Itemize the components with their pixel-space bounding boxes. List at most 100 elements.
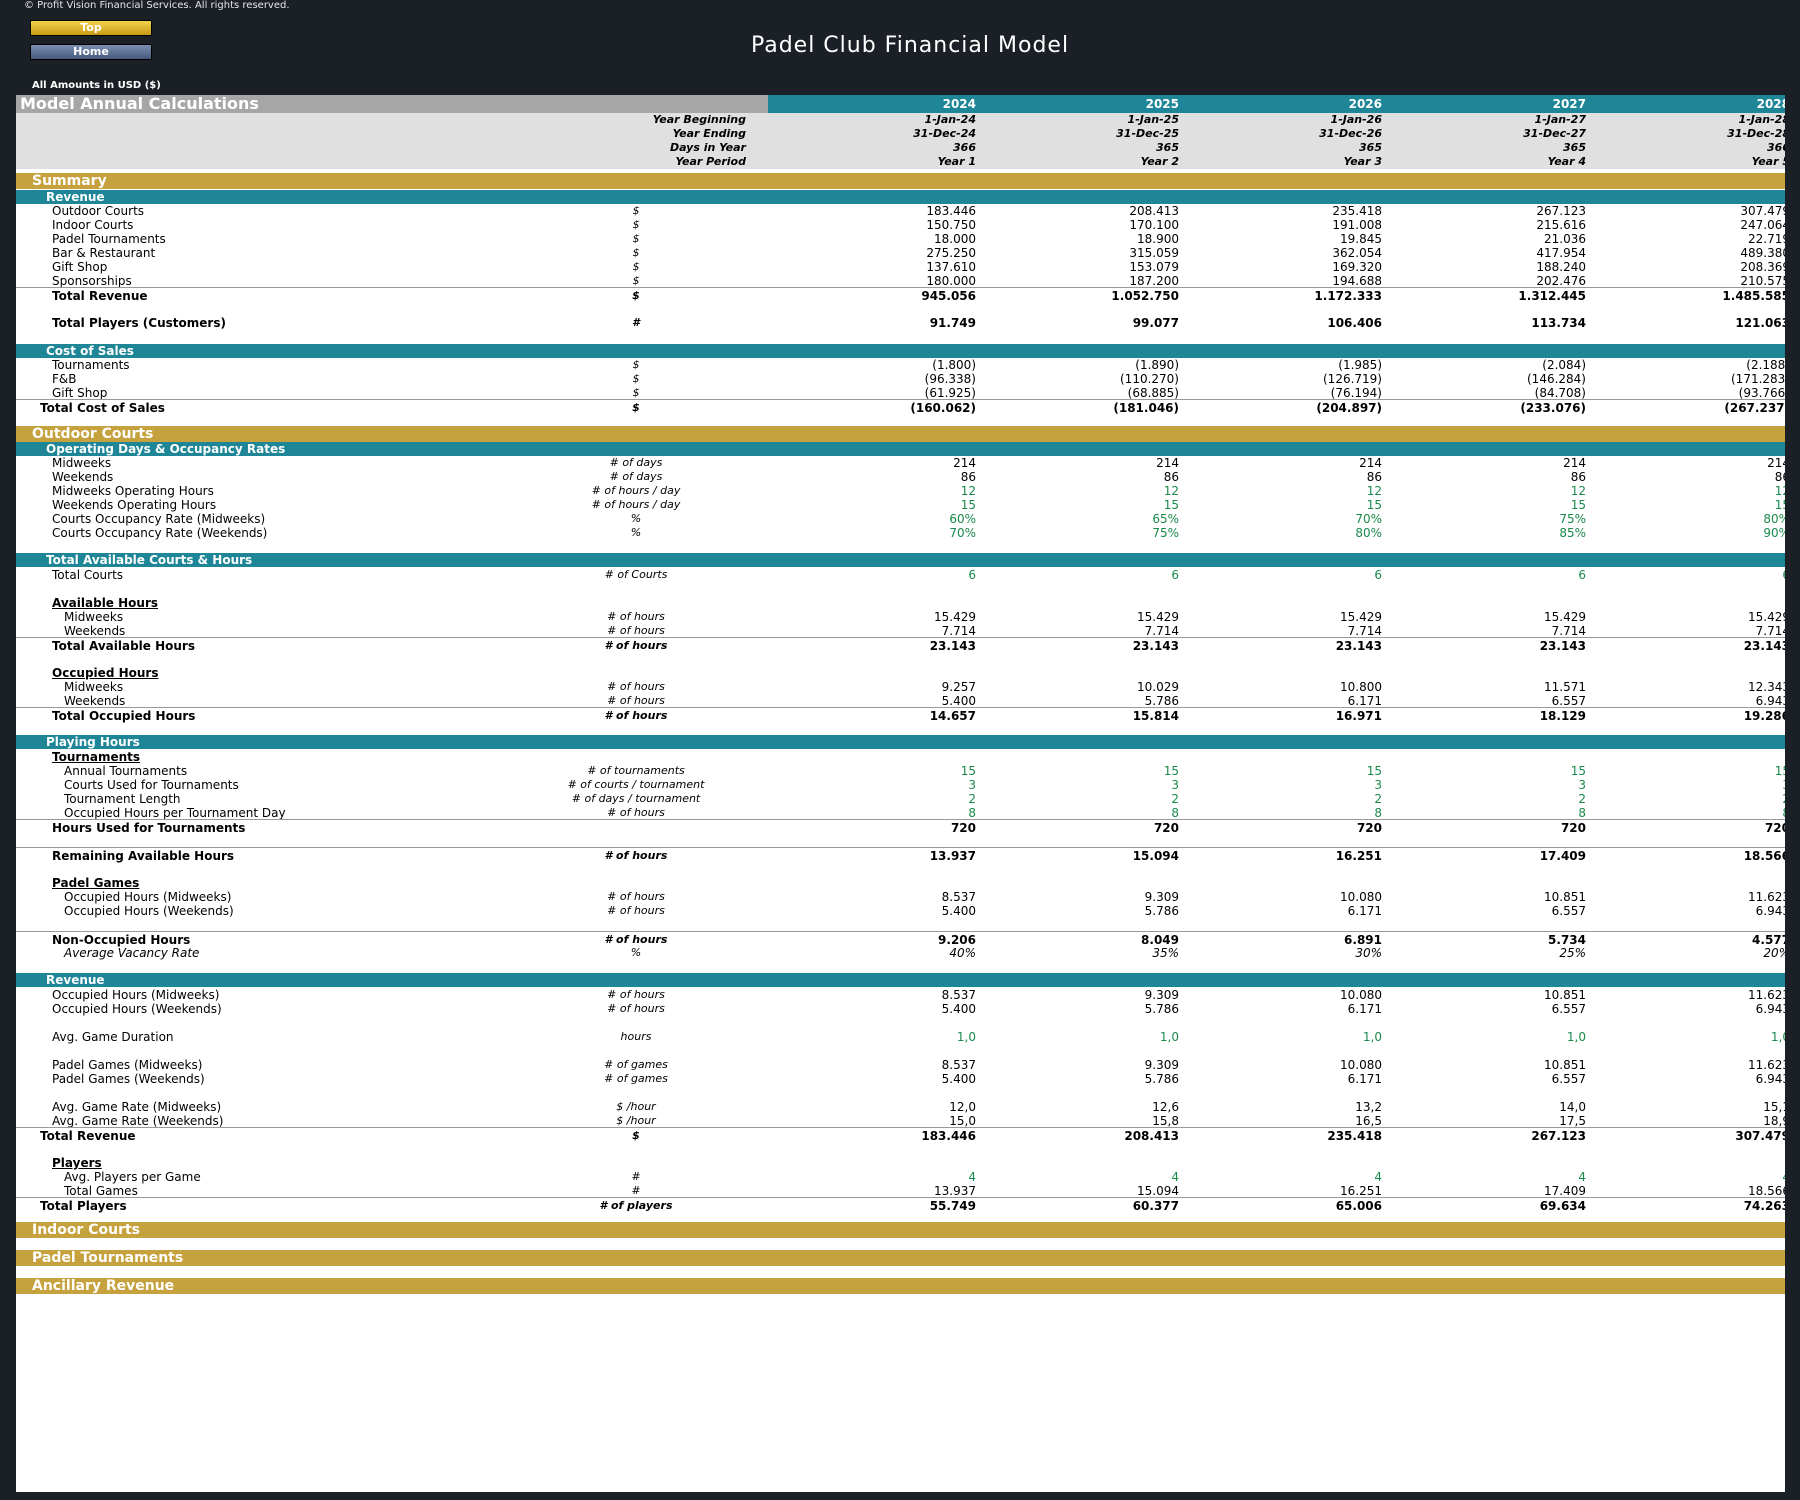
row-value: (126.719) <box>1323 372 1382 386</box>
row-value: 65% <box>1152 512 1179 526</box>
top-button[interactable]: Top <box>30 20 152 36</box>
row-label: Midweeks Operating Hours <box>52 484 214 498</box>
row-value: 12,0 <box>949 1100 976 1114</box>
table-row: Indoor Courts $150.750 170.100 191.008 215.6… <box>16 217 1785 233</box>
row-value: 1.172.333 <box>1314 289 1382 303</box>
group-title-label: Players <box>52 1156 102 1170</box>
row-value: 10.080 <box>1340 890 1382 904</box>
row-value: 86 <box>960 470 976 484</box>
group-title-label: Occupied Hours <box>52 666 159 680</box>
row-value: 16.971 <box>1335 709 1382 723</box>
period-row: Days in Year 366 365 365 365 366 <box>16 141 1785 155</box>
section-summary[interactable]: Summary <box>16 173 1785 189</box>
table-row: Occupied Hours (Weekends) # of hours 5.400… <box>16 1001 1785 1017</box>
row-value: 25% <box>1559 946 1586 960</box>
section-padel-tournaments[interactable]: Padel Tournaments <box>16 1250 1785 1266</box>
row-unit: # of hours <box>607 680 665 693</box>
row-value: 40% <box>949 946 976 960</box>
table-row: Avg. Players per Game #4 4 4 4 4 <box>16 1169 1785 1185</box>
subsection-revenue: Revenue <box>16 190 1785 204</box>
row-label: Total Players (Customers) <box>52 316 226 330</box>
row-value: 8 <box>1171 806 1179 820</box>
row-value: 169.320 <box>1332 260 1382 274</box>
period-label: Days in Year <box>669 141 746 154</box>
row-value: (146.284) <box>1527 372 1586 386</box>
row-value: 15,0 <box>949 1114 976 1128</box>
row-value: 60.377 <box>1132 1199 1179 1213</box>
row-value: 188.240 <box>1536 260 1586 274</box>
row-value: 153.079 <box>1129 260 1179 274</box>
row-label: Non-Occupied Hours <box>52 933 191 947</box>
row-value: 3 <box>968 778 976 792</box>
section-indoor-courts[interactable]: Indoor Courts <box>16 1222 1785 1238</box>
row-value: (76.194) <box>1330 386 1382 400</box>
row-value: 13.937 <box>934 1184 976 1198</box>
row-value: 1,0 <box>1362 1030 1382 1044</box>
row-unit: $ <box>632 218 640 231</box>
row-value: 6.171 <box>1347 694 1382 708</box>
row-value: 23.143 <box>1132 639 1179 653</box>
row-unit: # of players <box>599 1199 673 1212</box>
section-title: Ancillary Revenue <box>32 1278 175 1294</box>
row-unit: # of hours <box>604 849 668 862</box>
period-value: Year 3 <box>1343 155 1382 168</box>
row-value: 17.409 <box>1544 1184 1586 1198</box>
row-value: (84.708) <box>1534 386 1586 400</box>
row-value: 4 <box>968 1170 976 1184</box>
row-value: 6.943 <box>1755 694 1785 708</box>
row-value: 12 <box>1570 484 1586 498</box>
row-value: 6.171 <box>1347 1072 1382 1086</box>
row-value: 5.400 <box>941 904 976 918</box>
row-value: 15 <box>960 764 976 778</box>
table-row: Annual Tournaments # of tournaments 15 15 15… <box>16 763 1785 779</box>
row-value: 4 <box>1374 1170 1382 1184</box>
row-value: 6.171 <box>1347 904 1382 918</box>
row-label: Hours Used for Tournaments <box>52 821 246 835</box>
year-header: 2025 <box>1145 97 1179 111</box>
row-unit: $ <box>632 204 640 217</box>
row-value: 6 <box>1171 568 1179 582</box>
section-outdoor-courts[interactable]: Outdoor Courts <box>16 426 1785 442</box>
row-unit: # of hours <box>607 988 665 1001</box>
row-unit: $ <box>632 274 640 287</box>
row-value: 15.814 <box>1132 709 1179 723</box>
total-row: Total Revenue $945.056 1.052.750 1.172.333 1… <box>16 287 1785 304</box>
row-label: Avg. Game Rate (Weekends) <box>52 1114 224 1128</box>
period-row: Year Beginning 1-Jan-24 1-Jan-25 1-Jan-26 1-… <box>16 113 1785 127</box>
row-value: 10.029 <box>1137 680 1179 694</box>
row-value: 17.409 <box>1539 849 1586 863</box>
row-value: 15,1 <box>1763 1100 1785 1114</box>
row-unit: # of hours / day <box>591 498 681 511</box>
row-value: 9.309 <box>1144 1058 1179 1072</box>
row-label: Midweeks <box>64 680 124 694</box>
row-value: 720 <box>1356 821 1382 835</box>
row-value: 6.891 <box>1344 933 1382 947</box>
row-label: Weekends <box>64 624 126 638</box>
row-value: 106.406 <box>1327 316 1382 330</box>
row-label: Total Occupied Hours <box>52 709 196 723</box>
section-title: Outdoor Courts <box>32 426 154 442</box>
row-label: Remaining Available Hours <box>52 849 235 863</box>
row-unit: $ <box>632 246 640 259</box>
row-value: 210.575 <box>1740 274 1785 288</box>
row-unit: $ <box>632 289 640 302</box>
row-label: Occupied Hours (Weekends) <box>52 1002 222 1016</box>
row-value: 19.845 <box>1340 232 1382 246</box>
row-value: 85% <box>1559 526 1586 540</box>
row-label: Padel Games (Midweeks) <box>52 1058 203 1072</box>
row-value: 5.734 <box>1548 933 1586 947</box>
row-value: 11.623 <box>1748 1058 1785 1072</box>
home-button[interactable]: Home <box>30 44 152 60</box>
row-value: (267.237) <box>1724 401 1785 415</box>
row-value: 8 <box>1578 806 1586 820</box>
row-label: Padel Games (Weekends) <box>52 1072 205 1086</box>
section-ancillary-revenue[interactable]: Ancillary Revenue <box>16 1278 1785 1294</box>
table-row: Occupied Hours (Weekends) # of hours 5.400… <box>16 903 1785 919</box>
row-unit: # of days <box>609 470 663 483</box>
row-value: 137.610 <box>926 260 976 274</box>
row-value: 19.286 <box>1743 709 1785 723</box>
row-label: Total Courts <box>52 568 124 582</box>
row-unit: # of hours <box>607 624 665 637</box>
row-value: 3 <box>1650 777 1785 793</box>
row-value: 4.577 <box>1752 933 1785 947</box>
